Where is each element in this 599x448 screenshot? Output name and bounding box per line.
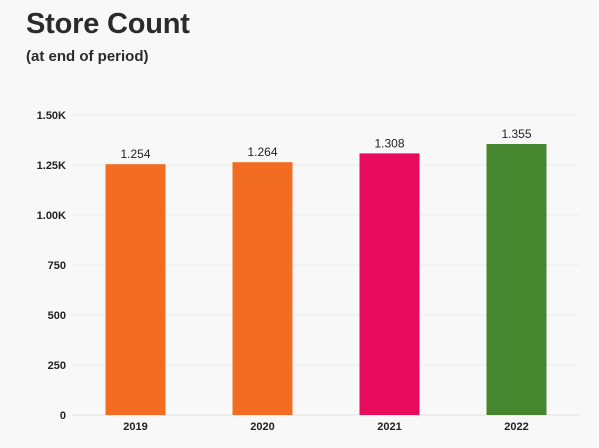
bar-2022[interactable] [486,144,547,415]
bars [105,144,547,415]
y-tick-label: 750 [48,260,66,272]
x-axis: 2019 2020 2021 2022 [123,421,528,433]
y-axis: 0 250 500 750 1.00K 1.25K 1.50K [37,110,66,422]
x-tick-label-2020: 2020 [250,421,274,433]
y-tick-label: 500 [48,310,66,322]
bar-2019[interactable] [105,164,166,415]
x-tick-label-2022: 2022 [504,421,528,433]
data-labels: 1.254 1.264 1.308 1.355 [120,127,531,161]
y-tick-label: 1.00K [37,210,66,222]
chart-title: Store Count [26,8,190,40]
data-label-2019: 1.254 [120,147,150,161]
data-label-2020: 1.264 [247,145,277,159]
y-tick-label: 0 [60,410,66,422]
bar-2021[interactable] [359,153,420,415]
y-tick-label: 1.25K [37,160,66,172]
data-label-2022: 1.355 [501,127,531,141]
x-tick-label-2021: 2021 [377,421,401,433]
y-tick-label: 1.50K [37,110,66,122]
chart-subtitle: (at end of period) [26,48,149,65]
bar-2020[interactable] [232,162,293,415]
data-label-2021: 1.308 [374,136,404,150]
y-tick-label: 250 [48,360,66,372]
x-tick-label-2019: 2019 [123,421,147,433]
